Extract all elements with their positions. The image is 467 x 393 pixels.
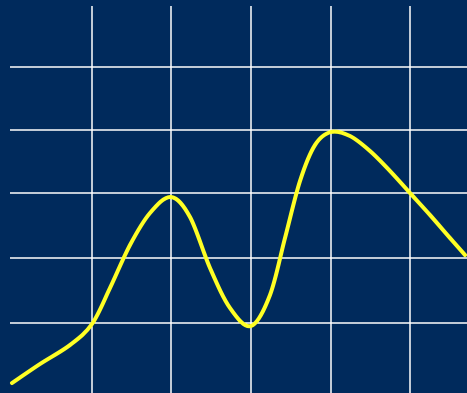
grid [10, 6, 467, 393]
series-line-1 [10, 129, 467, 385]
series-layer [10, 129, 467, 385]
